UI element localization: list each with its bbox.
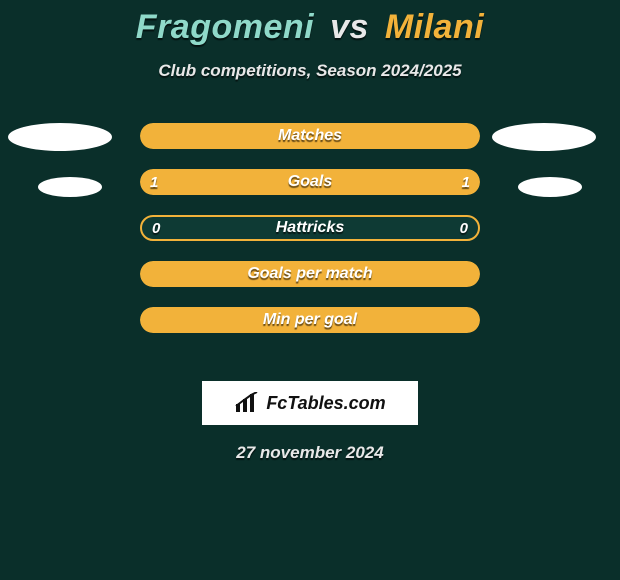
competition-subtitle: Club competitions, Season 2024/2025 xyxy=(0,61,620,81)
stat-label: Hattricks xyxy=(142,219,478,237)
player-1-name: Fragomeni xyxy=(136,8,314,46)
source-logo-text: FcTables.com xyxy=(266,393,385,414)
stat-row: Goals1 1 xyxy=(140,169,480,195)
decorative-ellipse xyxy=(38,177,102,197)
stat-label: Min per goal xyxy=(140,311,480,329)
stat-label: Goals xyxy=(140,173,480,191)
stat-label: Matches xyxy=(140,127,480,145)
stat-row: Goals per match xyxy=(140,261,480,287)
chart-icon xyxy=(234,392,260,414)
stats-bars-container: Matches Goals1 1 Hattricks0 0 Goals per match… xyxy=(140,123,480,353)
stat-label: Goals per match xyxy=(140,265,480,283)
stat-value-left: 1 xyxy=(150,174,158,191)
stat-value-left: 0 xyxy=(152,220,160,237)
snapshot-date: 27 november 2024 xyxy=(0,443,620,463)
player-2-name: Milani xyxy=(385,8,484,46)
stat-value-right: 1 xyxy=(462,174,470,191)
decorative-ellipse xyxy=(492,123,596,151)
vs-label: vs xyxy=(324,8,375,46)
stats-stage: Matches Goals1 1 Hattricks0 0 Goals per match… xyxy=(0,123,620,363)
stat-row: Min per goal xyxy=(140,307,480,333)
stat-row: Matches xyxy=(140,123,480,149)
comparison-title: Fragomeni vs Milani xyxy=(0,0,620,47)
decorative-ellipse xyxy=(518,177,582,197)
stat-row: Hattricks0 0 xyxy=(140,215,480,241)
source-logo: FcTables.com xyxy=(202,381,418,425)
stat-value-right: 0 xyxy=(460,220,468,237)
decorative-ellipse xyxy=(8,123,112,151)
